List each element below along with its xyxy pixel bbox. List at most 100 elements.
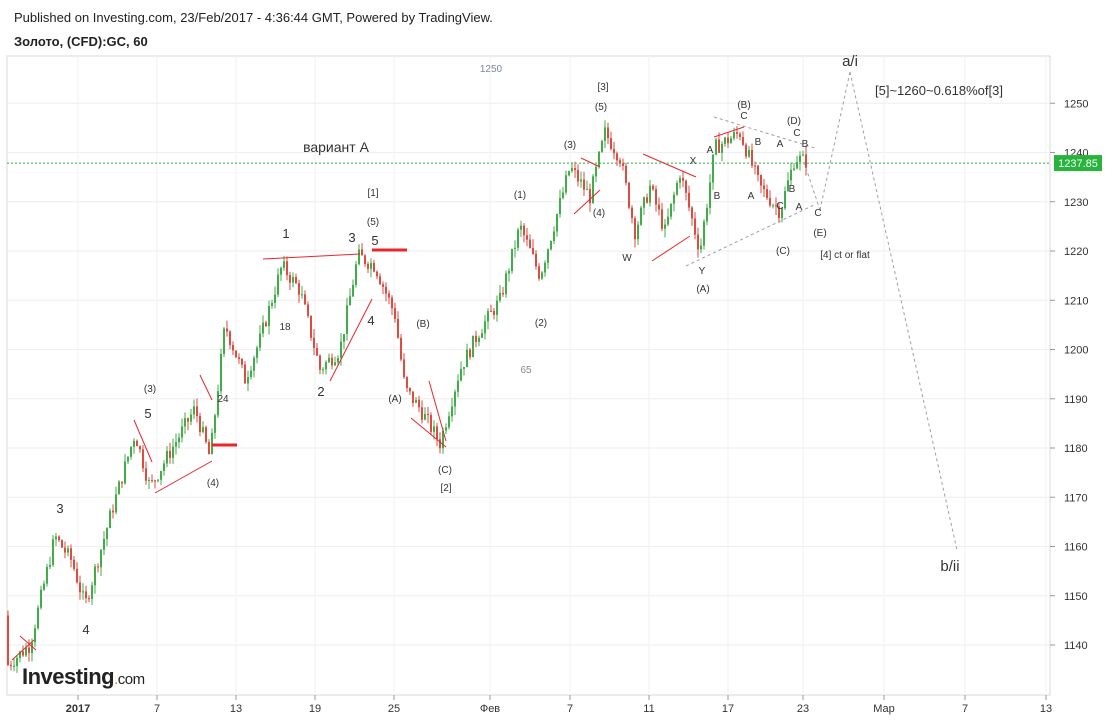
candle-body bbox=[262, 322, 264, 334]
candle-body bbox=[43, 583, 45, 590]
published-caption: Published on Investing.com, 23/Feb/2017 … bbox=[14, 10, 493, 25]
candle-body bbox=[709, 182, 711, 208]
candle-body bbox=[610, 138, 612, 150]
candle-body bbox=[673, 194, 675, 204]
candle-body bbox=[160, 470, 162, 480]
candle-body bbox=[55, 536, 57, 540]
candle-body bbox=[754, 165, 756, 167]
candle-body bbox=[103, 538, 105, 550]
candle-body bbox=[736, 132, 738, 134]
candle-body bbox=[526, 235, 528, 240]
x-tick-label: 2017 bbox=[66, 703, 90, 715]
candle-body bbox=[496, 300, 498, 315]
candle-body bbox=[169, 450, 171, 458]
candle-body bbox=[199, 416, 201, 433]
candle-body bbox=[277, 274, 279, 295]
candle-body bbox=[19, 651, 21, 659]
x-tick-label: 13 bbox=[230, 703, 242, 715]
candle-body bbox=[553, 231, 555, 241]
candle-body bbox=[409, 387, 411, 392]
candle-body bbox=[343, 333, 345, 342]
candle-body bbox=[403, 359, 405, 378]
candle-body bbox=[232, 344, 234, 351]
plot-frame bbox=[6, 55, 1051, 696]
wave-label: B bbox=[789, 184, 796, 195]
symbol-title: Золото, (CFD):GC, 60 bbox=[14, 34, 148, 49]
candle-body bbox=[88, 598, 90, 600]
candle-body bbox=[721, 143, 723, 153]
wave-label: (2) bbox=[535, 318, 547, 329]
candle-body bbox=[70, 548, 72, 560]
candle-body bbox=[223, 328, 225, 354]
candle-body bbox=[10, 664, 12, 667]
candle-body bbox=[172, 446, 174, 458]
candle-body bbox=[82, 591, 84, 593]
y-tick-label: 1230 bbox=[1064, 197, 1088, 209]
x-tick-label: Мар bbox=[873, 703, 895, 715]
candle-body bbox=[436, 426, 438, 440]
wave-label: C bbox=[814, 208, 821, 219]
candle-body bbox=[337, 357, 339, 363]
projection-line bbox=[819, 71, 851, 211]
candle-body bbox=[739, 133, 741, 137]
candle-body bbox=[505, 273, 507, 295]
candle-body bbox=[577, 170, 579, 182]
candle-body bbox=[790, 169, 792, 181]
candle-body bbox=[205, 427, 207, 442]
candle-body bbox=[226, 328, 228, 332]
candle-body bbox=[685, 180, 687, 193]
candle-body bbox=[670, 203, 672, 217]
y-tick-label: 1250 bbox=[1064, 98, 1088, 110]
candle-body bbox=[400, 337, 402, 360]
wave-label: B bbox=[755, 137, 762, 148]
candle-body bbox=[76, 568, 78, 583]
candle-body bbox=[127, 456, 129, 462]
candle-body bbox=[766, 189, 768, 198]
candle-body bbox=[178, 437, 180, 443]
candle-body bbox=[433, 426, 435, 432]
candle-body bbox=[247, 377, 249, 384]
candle-body bbox=[142, 449, 144, 469]
candle-body bbox=[175, 442, 177, 447]
candle-body bbox=[529, 239, 531, 249]
candle-body bbox=[349, 296, 351, 306]
candle-body bbox=[715, 139, 717, 155]
wave-label: B bbox=[802, 139, 809, 150]
x-tick-label: 17 bbox=[722, 703, 734, 715]
wave-label: A bbox=[796, 202, 803, 213]
wave-label: вариант А bbox=[303, 139, 369, 155]
wave-line bbox=[133, 419, 153, 463]
candle-body bbox=[331, 357, 333, 366]
candle-body bbox=[760, 175, 762, 186]
candle-body bbox=[187, 418, 189, 422]
candle-body bbox=[40, 589, 42, 608]
x-tick-label: Фев bbox=[480, 703, 500, 715]
candle-body bbox=[493, 310, 495, 315]
candle-body bbox=[574, 168, 576, 171]
projection-line bbox=[849, 71, 958, 551]
candle-body bbox=[778, 206, 780, 219]
candle-body bbox=[646, 197, 648, 203]
candle-body bbox=[28, 647, 30, 653]
candle-body bbox=[700, 245, 702, 250]
candle-body bbox=[379, 276, 381, 285]
candle-body bbox=[472, 335, 474, 358]
candle-body bbox=[124, 461, 126, 484]
wave-label: A bbox=[748, 191, 755, 202]
candle-body bbox=[148, 480, 150, 482]
wave-label: (4) bbox=[207, 478, 219, 489]
candle-body bbox=[25, 647, 27, 656]
candle-body bbox=[640, 207, 642, 225]
candle-body bbox=[358, 249, 360, 265]
candle-body bbox=[712, 154, 714, 183]
candle-body bbox=[121, 481, 123, 484]
wave-label: 18 bbox=[279, 322, 291, 333]
candle-body bbox=[133, 440, 135, 447]
wave-label: 3 bbox=[348, 230, 355, 245]
candle-body bbox=[427, 414, 429, 416]
candle-body bbox=[7, 615, 9, 665]
candle-body bbox=[280, 267, 282, 275]
candle-body bbox=[328, 357, 330, 363]
candle-body bbox=[130, 446, 132, 457]
candle-body bbox=[793, 168, 795, 170]
